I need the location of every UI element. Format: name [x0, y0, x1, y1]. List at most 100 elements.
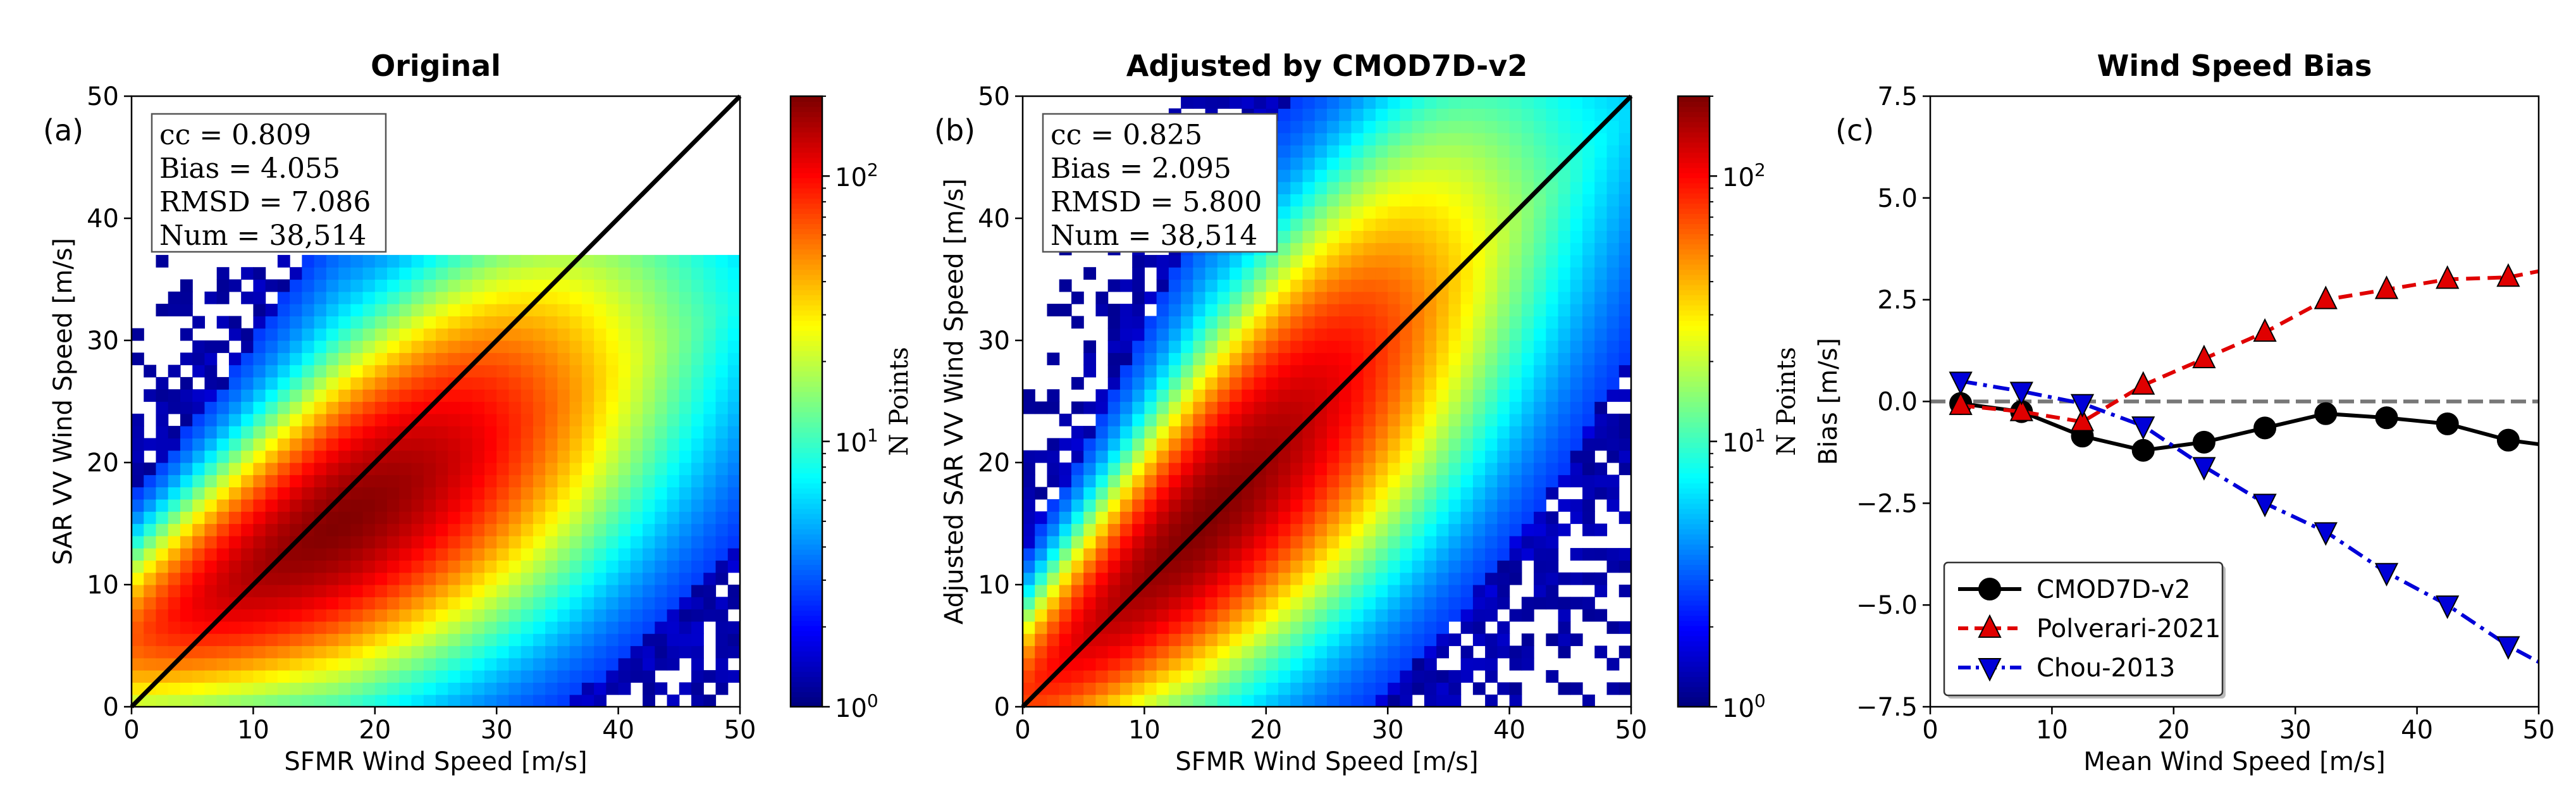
heatmap-cell	[643, 670, 655, 683]
heatmap-cell	[374, 328, 388, 341]
heatmap-cell	[581, 401, 595, 414]
heatmap-cell	[1497, 254, 1510, 268]
heatmap-cell	[1618, 279, 1632, 292]
heatmap-cell	[1266, 694, 1279, 707]
heatmap-cell	[1521, 328, 1534, 341]
heatmap-cell	[448, 279, 461, 292]
heatmap-cell	[1351, 682, 1364, 695]
heatmap-cell	[1035, 560, 1048, 573]
heatmap-cell	[314, 291, 327, 304]
heatmap-cell	[472, 535, 485, 549]
heatmap-cell	[569, 413, 582, 426]
heatmap-cell	[1558, 633, 1571, 647]
heatmap-cell	[606, 657, 619, 671]
heatmap-cell	[1594, 206, 1608, 219]
heatmap-cell	[1168, 450, 1181, 463]
colorbar-step	[791, 142, 822, 148]
heatmap-cell	[1412, 254, 1425, 268]
heatmap-cell	[727, 585, 741, 597]
heatmap-cell	[472, 694, 485, 707]
heatmap-cell	[132, 548, 144, 561]
heatmap-cell	[630, 450, 643, 463]
heatmap-cell	[192, 560, 206, 573]
data-point	[2070, 394, 2095, 418]
heatmap-cell	[715, 633, 729, 647]
heatmap-cell	[472, 657, 485, 671]
heatmap-cell	[569, 585, 582, 597]
heatmap-cell	[1302, 194, 1316, 207]
heatmap-cell	[1412, 413, 1425, 426]
heatmap-cell	[156, 645, 169, 659]
heatmap-cell	[277, 572, 290, 585]
heatmap-cell	[1460, 499, 1474, 512]
heatmap-cell	[569, 328, 582, 341]
heatmap-cell	[216, 621, 230, 634]
colorbar-step	[1678, 630, 1710, 637]
heatmap-cell	[1071, 633, 1084, 647]
heatmap-cell	[180, 694, 193, 707]
heatmap-cell	[545, 389, 558, 402]
heatmap-cell	[1388, 523, 1401, 537]
heatmap-cell	[691, 572, 704, 585]
colorbar-step	[1678, 661, 1710, 667]
heatmap-cell	[338, 511, 351, 525]
heatmap-cell	[496, 535, 510, 549]
heatmap-cell	[655, 279, 668, 292]
heatmap-cell	[1521, 499, 1534, 512]
colorbar-step	[791, 202, 822, 209]
heatmap-cell	[302, 645, 315, 659]
heatmap-cell	[472, 585, 485, 597]
heatmap-cell	[569, 499, 582, 512]
heatmap-cell	[1278, 621, 1291, 634]
heatmap-cell	[1363, 572, 1376, 585]
heatmap-cell	[715, 401, 729, 414]
heatmap-cell	[679, 523, 692, 537]
heatmap-cell	[1168, 682, 1181, 695]
heatmap-cell	[374, 304, 388, 316]
colorbar-step	[1678, 457, 1710, 463]
heatmap-cell	[1472, 585, 1486, 597]
heatmap-cell	[460, 426, 473, 438]
heatmap-cell	[508, 535, 522, 549]
heatmap-cell	[350, 487, 364, 500]
heatmap-cell	[1266, 304, 1279, 316]
heatmap-cell	[715, 364, 729, 378]
colorbar-step	[1678, 304, 1710, 311]
heatmap-cell	[472, 548, 485, 561]
heatmap-cell	[557, 548, 570, 561]
heatmap-cell	[496, 657, 510, 671]
heatmap-cell	[1314, 182, 1328, 194]
heatmap-cell	[1193, 645, 1206, 659]
colorbar-step	[791, 218, 822, 225]
heatmap-cell	[618, 523, 631, 537]
heatmap-cell	[1497, 499, 1510, 512]
heatmap-cell	[265, 475, 278, 488]
colorbar-step	[1678, 335, 1710, 341]
heatmap-cell	[1339, 157, 1352, 170]
heatmap-cell	[1582, 218, 1595, 231]
heatmap-cell	[715, 572, 729, 585]
heatmap-cell	[387, 316, 400, 329]
heatmap-cell	[1424, 230, 1437, 244]
heatmap-cell	[508, 401, 522, 414]
heatmap-cell	[1521, 242, 1534, 256]
heatmap-cell	[606, 450, 619, 463]
heatmap-cell	[581, 340, 595, 353]
heatmap-cell	[1302, 157, 1316, 170]
heatmap-cell	[1534, 254, 1546, 268]
heatmap-cell	[1339, 206, 1352, 219]
heatmap-cell	[1217, 328, 1230, 341]
heatmap-cell	[643, 328, 655, 341]
heatmap-cell	[241, 682, 254, 695]
heatmap-cell	[204, 463, 218, 475]
heatmap-cell	[1229, 340, 1242, 353]
heatmap-cell	[1460, 316, 1474, 329]
heatmap-cell	[399, 645, 412, 659]
colorbar-step	[791, 421, 822, 428]
heatmap-cell	[1290, 645, 1303, 659]
colorbar-step	[791, 564, 822, 570]
heatmap-cell	[387, 328, 400, 341]
heatmap-cell	[1485, 657, 1498, 671]
heatmap-cell	[594, 475, 607, 488]
heatmap-cell	[399, 523, 412, 537]
